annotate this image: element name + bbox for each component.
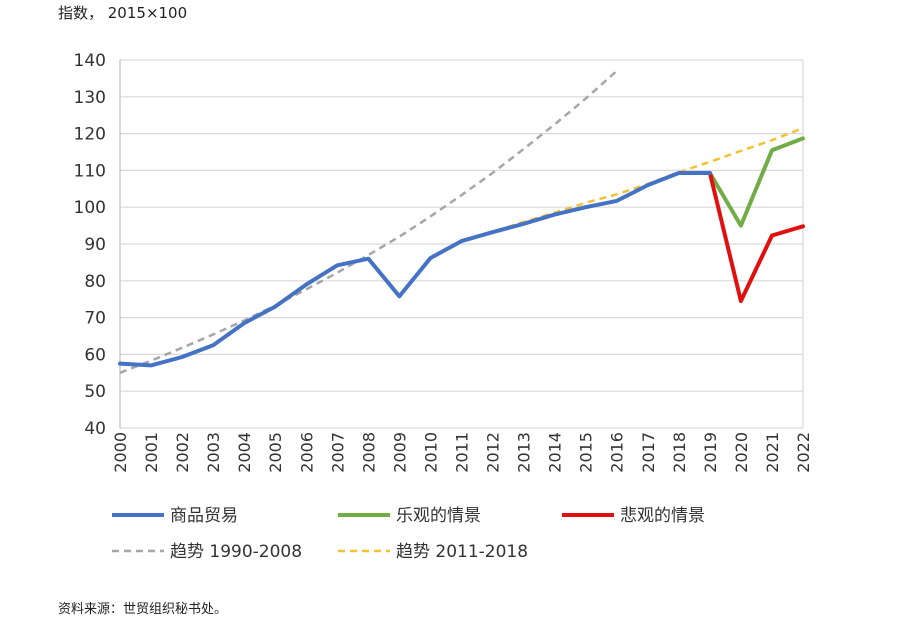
x-tick-label: 2019 <box>701 432 720 473</box>
legend-label: 乐观的情景 <box>396 506 481 526</box>
x-tick-label: 2017 <box>639 432 658 473</box>
x-tick-label: 2018 <box>670 432 689 473</box>
x-tick-label: 2021 <box>763 432 782 473</box>
line-chart: 40 50 60 70 80 90 100 110 120 130 140 2000 2001 2002… <box>74 51 813 562</box>
y-tick-labels: 40 50 60 70 80 90 100 110 120 130 140 <box>74 51 106 439</box>
x-tick-label: 2009 <box>390 432 409 473</box>
x-tick-label: 2020 <box>732 432 751 473</box>
x-tick-label: 2003 <box>204 432 223 473</box>
series-line-4 <box>461 126 804 242</box>
grid-lines <box>120 59 803 429</box>
y-tick-label: 110 <box>74 161 106 181</box>
x-tick-label: 2011 <box>453 432 472 473</box>
x-tick-label: 2007 <box>328 432 347 473</box>
y-tick-label: 80 <box>84 272 106 292</box>
y-tick-label: 130 <box>74 88 106 108</box>
x-tick-label: 2004 <box>235 432 254 473</box>
legend-label: 趋势 2011-2018 <box>396 542 528 562</box>
series-lines <box>118 70 805 374</box>
x-tick-label: 2006 <box>297 432 316 473</box>
x-tick-label: 2013 <box>515 432 534 473</box>
legend-label: 商品贸易 <box>170 506 238 526</box>
series-line-0 <box>118 171 712 368</box>
x-tick-label: 2001 <box>142 432 161 473</box>
y-tick-label: 100 <box>74 198 106 218</box>
x-tick-label: 2002 <box>173 432 192 473</box>
y-tick-label: 70 <box>84 309 106 329</box>
series-line-2 <box>707 171 805 303</box>
x-tick-label: 2000 <box>111 432 130 473</box>
source-note: 资料来源：世贸组织秘书处。 <box>58 602 228 617</box>
x-tick-label: 2012 <box>484 432 503 473</box>
y-tick-label: 40 <box>84 419 106 439</box>
x-tick-label: 2015 <box>577 432 596 473</box>
legend-label: 悲观的情景 <box>620 506 705 526</box>
legend-label: 趋势 1990-2008 <box>170 542 302 562</box>
y-tick-label: 50 <box>84 382 106 402</box>
x-tick-label: 2014 <box>546 432 565 473</box>
x-tick-labels: 2000 2001 2002 2003 2004 2005 2006 2007 2008 2009… <box>111 432 813 473</box>
x-tick-label: 2010 <box>421 432 440 473</box>
y-tick-label: 120 <box>74 125 106 145</box>
x-tick-label: 2016 <box>608 432 627 473</box>
axes <box>119 60 804 428</box>
y-tick-label: 90 <box>84 235 106 255</box>
y-unit-label: 指数， 2015×100 <box>58 4 188 22</box>
series-line-3 <box>119 70 618 374</box>
x-tick-label: 2022 <box>794 432 813 473</box>
series-line-1 <box>707 136 805 228</box>
y-tick-label: 140 <box>74 51 106 71</box>
x-tick-label: 2005 <box>266 432 285 473</box>
y-tick-label: 60 <box>84 345 106 365</box>
x-tick-label: 2008 <box>359 432 378 473</box>
